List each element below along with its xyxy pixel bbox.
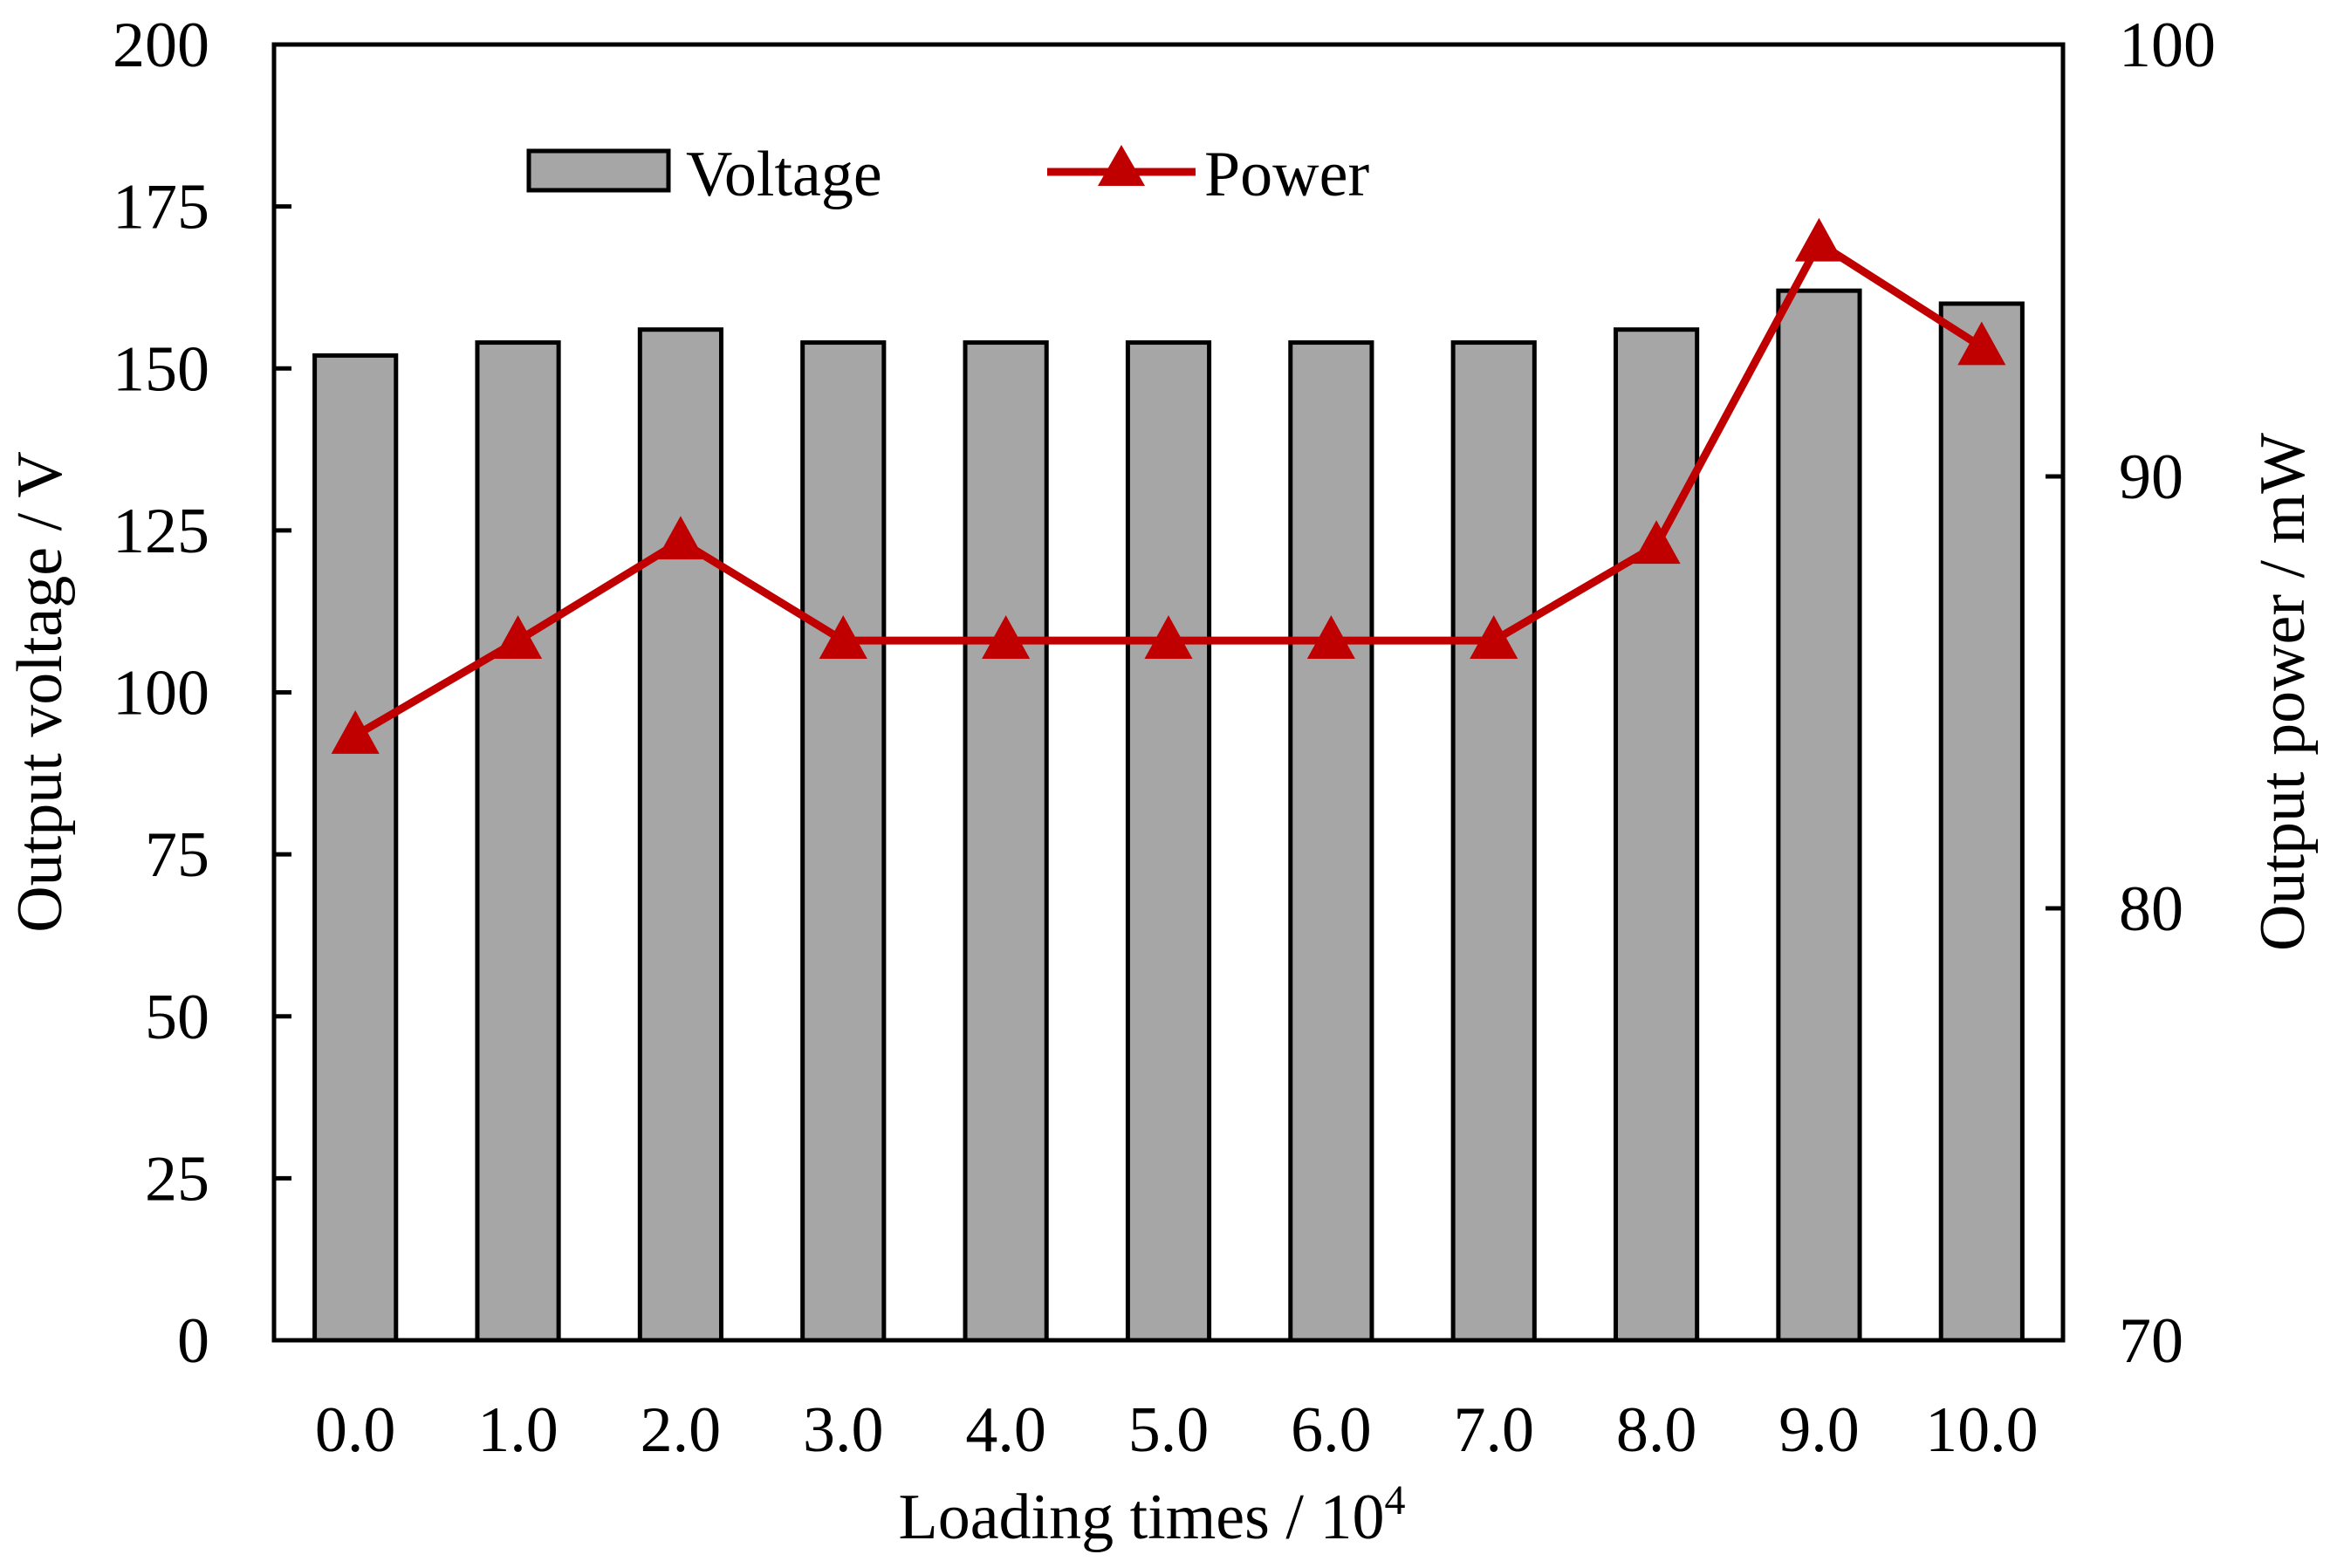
voltage-bar-9.0 <box>1776 288 1862 1343</box>
x-axis-title: Loading times / 104 <box>899 1477 1406 1553</box>
y2-tick-label: 100 <box>2119 10 2216 81</box>
legend-power-marker <box>1098 145 1145 186</box>
legend-power-label: Power <box>1204 139 1369 210</box>
x-tick-label: 1.0 <box>477 1394 559 1466</box>
legend-voltage-label: Voltage <box>686 139 882 210</box>
y-tick-label: 150 <box>113 333 209 405</box>
y-tick-label: 200 <box>113 10 209 81</box>
voltage-bar-8.0 <box>1614 327 1700 1343</box>
left-axis-ticks: 0 25 50 75 100 125 150 175 200 <box>113 10 291 1377</box>
y2-axis-title: Output power / mW <box>2247 433 2319 951</box>
voltage-bar-3.0 <box>800 340 887 1343</box>
power-point-10.0 <box>1957 321 2006 366</box>
voltage-bar-7.0 <box>1450 340 1537 1343</box>
power-point-6.0 <box>1306 615 1355 659</box>
y-tick-label: 100 <box>113 658 209 729</box>
x-tick-label: 4.0 <box>965 1394 1046 1466</box>
right-axis-ticks: 70 80 90 100 <box>2046 10 2216 1377</box>
voltage-bar-0.0 <box>312 353 399 1343</box>
power-point-0.0 <box>331 710 380 754</box>
voltage-bar-1.0 <box>475 340 561 1343</box>
y-tick-label: 50 <box>145 982 209 1053</box>
y-tick-label: 75 <box>145 819 209 891</box>
x-tick-label: 5.0 <box>1128 1394 1210 1466</box>
x-tick-label: 10.0 <box>1925 1394 2039 1466</box>
power-point-9.0 <box>1794 217 1844 262</box>
x-tick-label: 8.0 <box>1616 1394 1697 1466</box>
y-tick-label: 0 <box>177 1305 209 1377</box>
y2-tick-label: 70 <box>2119 1305 2183 1377</box>
y-axis-title: Output voltage / V <box>4 451 76 933</box>
power-series <box>331 217 2006 754</box>
power-point-3.0 <box>819 615 867 659</box>
voltage-bar-6.0 <box>1288 340 1374 1343</box>
y2-tick-label: 80 <box>2119 873 2183 945</box>
power-point-8.0 <box>1632 520 1681 565</box>
x-tick-label: 3.0 <box>803 1394 884 1466</box>
power-point-5.0 <box>1144 615 1193 659</box>
voltage-bars <box>312 288 2025 1343</box>
voltage-bar-2.0 <box>637 327 723 1343</box>
x-axis-title-superscript: 4 <box>1385 1477 1406 1523</box>
x-tick-label: 2.0 <box>641 1394 722 1466</box>
x-tick-label: 6.0 <box>1291 1394 1372 1466</box>
x-tick-label: 7.0 <box>1453 1394 1534 1466</box>
x-axis-tick-labels: 0.0 1.0 2.0 3.0 4.0 5.0 6.0 7.0 8.0 9.0 10.0 <box>315 1394 2039 1466</box>
power-point-4.0 <box>982 615 1031 659</box>
voltage-bar-5.0 <box>1125 340 1212 1343</box>
power-point-7.0 <box>1470 615 1518 659</box>
power-point-1.0 <box>493 615 543 659</box>
legend-voltage-swatch <box>526 148 671 193</box>
y-tick-label: 25 <box>145 1143 209 1215</box>
voltage-bar-10.0 <box>1938 301 2025 1343</box>
y2-tick-label: 90 <box>2119 442 2183 513</box>
y-tick-label: 125 <box>113 496 209 567</box>
voltage-bar-4.0 <box>963 340 1049 1343</box>
x-tick-label: 9.0 <box>1778 1394 1860 1466</box>
power-point-2.0 <box>656 516 705 560</box>
x-tick-label: 0.0 <box>315 1394 396 1466</box>
legend: Voltage Power <box>526 139 1369 210</box>
x-axis-title-text: Loading times / 10 <box>899 1482 1385 1553</box>
y-tick-label: 175 <box>113 172 209 243</box>
